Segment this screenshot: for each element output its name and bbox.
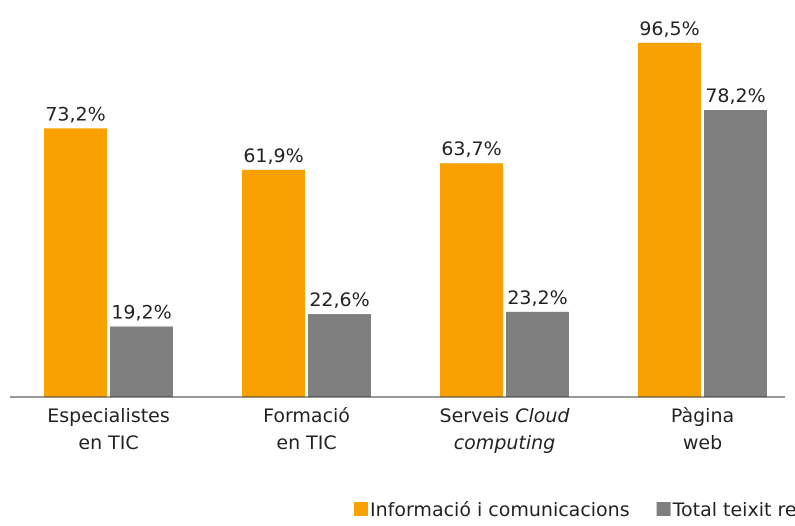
bar xyxy=(110,326,173,397)
legend-swatch xyxy=(354,502,368,516)
x-tick-label: computing xyxy=(454,432,556,454)
bar xyxy=(242,169,305,397)
x-tick-label-part: Serveis xyxy=(440,405,510,427)
value-label: 96,5% xyxy=(639,18,699,40)
x-tick-label: en TIC xyxy=(78,432,138,454)
bar xyxy=(506,311,569,397)
x-tick-label: en TIC xyxy=(276,432,336,454)
x-tick-label: Pàgina xyxy=(671,405,734,427)
bar xyxy=(638,42,701,397)
x-tick-label: Especialistes xyxy=(47,405,170,427)
value-label: 63,7% xyxy=(441,138,501,160)
x-tick-label: Serveis Cloud xyxy=(440,405,571,427)
value-label: 78,2% xyxy=(705,85,765,107)
x-tick-label-part: Cloud xyxy=(515,405,570,427)
bar xyxy=(44,128,107,397)
legend-label: Informació i comunicacions xyxy=(370,499,630,521)
x-tick-label: web xyxy=(683,432,722,454)
x-tick-label: Formació xyxy=(263,405,350,427)
legend-swatch xyxy=(656,502,671,516)
value-label: 22,6% xyxy=(309,289,369,311)
value-label: 61,9% xyxy=(243,145,303,167)
legend-label: Total teixit regional xyxy=(672,499,795,521)
value-label: 19,2% xyxy=(111,302,171,324)
bar xyxy=(704,110,767,398)
bar xyxy=(308,314,371,397)
value-label: 73,2% xyxy=(45,103,105,125)
bar xyxy=(440,163,503,397)
value-label: 23,2% xyxy=(507,287,567,309)
